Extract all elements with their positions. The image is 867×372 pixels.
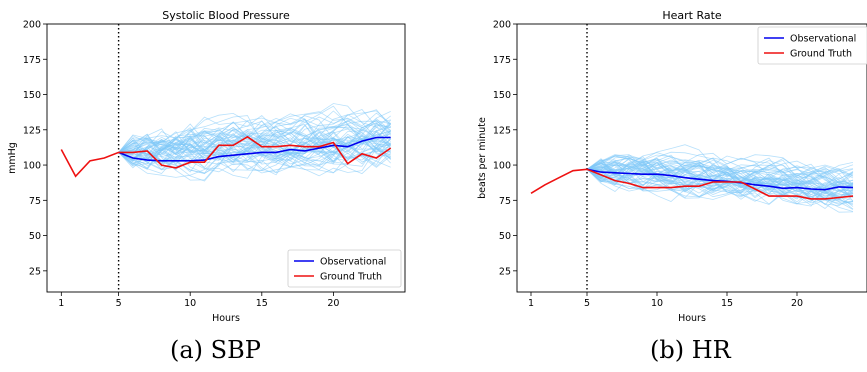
- sample-trajectory: [586, 168, 854, 202]
- y-tick-label: 175: [23, 55, 41, 66]
- y-tick-label: 50: [499, 231, 511, 242]
- x-axis-label: Hours: [678, 313, 706, 324]
- plot-area: [60, 24, 392, 292]
- sample-trajectory: [118, 133, 391, 181]
- x-tick-label: 5: [116, 298, 122, 309]
- sample-trajectory: [586, 168, 854, 197]
- sample-trajectory: [586, 162, 854, 198]
- y-tick-label: 75: [499, 196, 511, 207]
- y-tick-label: 125: [493, 125, 511, 136]
- sample-trajectory: [586, 152, 854, 187]
- sample-trajectory: [118, 130, 392, 165]
- legend-box: [287, 249, 402, 288]
- x-tick-label: 15: [721, 298, 733, 309]
- y-tick-label: 200: [23, 20, 41, 31]
- legend-label: Observational: [790, 34, 856, 45]
- x-tick-label: 1: [528, 298, 534, 309]
- y-tick-label: 25: [499, 266, 511, 277]
- sample-trajectory: [586, 162, 854, 190]
- axes-frame: [46, 23, 406, 293]
- y-tick-label: 50: [29, 231, 41, 242]
- sample-trajectory: [118, 143, 391, 174]
- y-tick-label: 25: [29, 266, 41, 277]
- series-ground-truth-line: [60, 135, 392, 178]
- chart-title: Systolic Blood Pressure: [162, 9, 290, 22]
- sample-trajectory: [118, 103, 391, 162]
- x-axis-label: Hours: [212, 313, 240, 324]
- y-tick-label: 100: [23, 161, 41, 172]
- x-tick-label: 20: [791, 298, 803, 309]
- sample-trajectory: [118, 123, 391, 162]
- legend-label: Ground Truth: [320, 272, 382, 283]
- sample-trajectory: [118, 138, 391, 165]
- plot-area: [530, 24, 854, 292]
- y-tick-label: 150: [23, 90, 41, 101]
- x-tick-label: 10: [651, 298, 663, 309]
- series-observational-line: [118, 136, 391, 162]
- legend: Observational Ground Truth: [287, 249, 402, 288]
- sample-trajectory: [118, 121, 391, 168]
- legend: Observational Ground Truth: [757, 26, 867, 65]
- x-tick-label: 10: [184, 298, 196, 309]
- sample-trajectory: [118, 123, 391, 162]
- sample-trajectory: [118, 112, 391, 157]
- y-tick-label: 200: [493, 20, 511, 31]
- series-ground-truth-line: [530, 168, 854, 200]
- series-observational-line: [586, 168, 854, 191]
- caption-sbp: (a) SBP: [170, 336, 261, 364]
- sample-trajectory: [586, 164, 854, 203]
- legend-box: [757, 26, 867, 65]
- axes-frame: [516, 23, 867, 293]
- y-tick-label: 175: [493, 55, 511, 66]
- x-tick-label: 5: [584, 298, 590, 309]
- y-tick-label: 125: [23, 125, 41, 136]
- sample-trajectory: [586, 159, 854, 201]
- x-tick-label: 15: [256, 298, 268, 309]
- y-tick-label: 75: [29, 196, 41, 207]
- sample-trajectory: [118, 123, 391, 179]
- sample-trajectory: [118, 135, 391, 176]
- sample-trajectory: [118, 125, 391, 153]
- x-tick-label: 20: [327, 298, 339, 309]
- sample-trajectory: [118, 125, 391, 161]
- y-tick-label: 150: [493, 90, 511, 101]
- y-tick-label: 100: [493, 161, 511, 172]
- sample-trajectory: [586, 157, 854, 194]
- legend-label: Ground Truth: [790, 49, 852, 60]
- x-tick-label: 1: [58, 298, 64, 309]
- chart-title: Heart Rate: [662, 9, 722, 22]
- caption-hr: (b) HR: [650, 336, 731, 364]
- y-axis-label: beats per minute: [477, 117, 488, 199]
- legend-label: Observational: [320, 257, 386, 268]
- y-axis-label: mmHg: [7, 142, 18, 174]
